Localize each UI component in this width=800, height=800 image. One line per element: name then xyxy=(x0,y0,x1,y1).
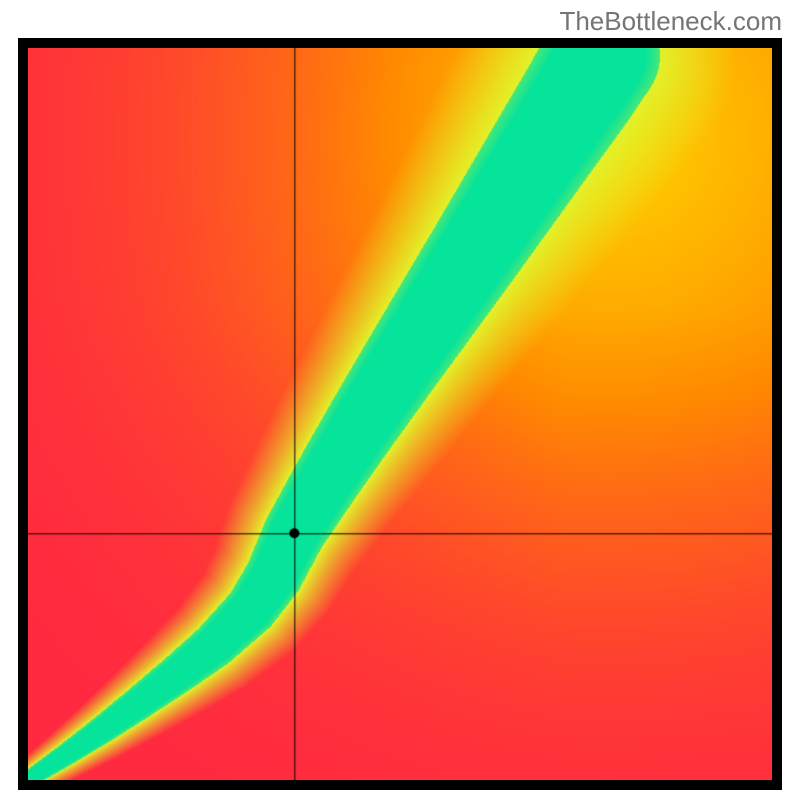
plot-frame xyxy=(18,38,782,790)
heatmap-canvas xyxy=(28,48,772,780)
watermark-text: TheBottleneck.com xyxy=(559,6,782,37)
root-container: TheBottleneck.com xyxy=(0,0,800,800)
